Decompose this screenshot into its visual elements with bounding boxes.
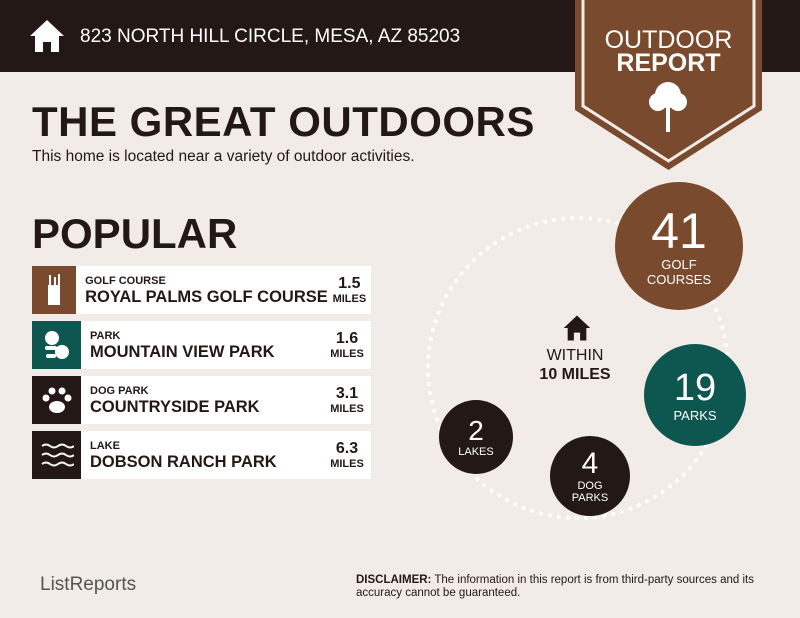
home-icon [30, 20, 64, 52]
golf-bag-icon [32, 266, 77, 314]
popular-list-item: PARK MOUNTAIN VIEW PARK 1.6 MILES [32, 321, 371, 369]
badge-line1: OUTDOOR [604, 26, 733, 54]
within-distance: 10 MILES [539, 366, 611, 383]
item-name: MOUNTAIN VIEW PARK [90, 343, 275, 361]
count-label: PARKS [571, 492, 609, 504]
item-category: LAKE [90, 440, 120, 452]
item-distance: 1.5 [338, 275, 361, 292]
item-category: PARK [90, 330, 121, 342]
item-unit: MILES [332, 293, 367, 305]
popular-list-item: DOG PARK COUNTRYSIDE PARK 3.1 MILES [32, 376, 371, 424]
item-unit: MILES [330, 348, 364, 360]
page-subtitle: This home is located near a variety of o… [32, 148, 415, 165]
count-value: 41 [651, 203, 707, 259]
popular-heading: POPULAR [32, 210, 238, 257]
item-distance: 1.6 [335, 330, 359, 347]
count-circle: 41 GOLF COURSES [615, 182, 743, 310]
item-category: DOG PARK [90, 385, 149, 397]
count-value: 19 [673, 366, 717, 409]
badge-line2: REPORT [616, 49, 721, 77]
park-trees-icon [32, 321, 81, 369]
count-value: 4 [581, 447, 599, 480]
tree-icon [649, 82, 687, 132]
item-name: COUNTRYSIDE PARK [90, 398, 260, 416]
item-name: ROYAL PALMS GOLF COURSE [85, 288, 328, 306]
count-label: GOLF [661, 257, 697, 272]
address: 823 NORTH HILL CIRCLE, MESA, AZ 85203 [80, 26, 461, 47]
outdoor-report-badge [575, 0, 762, 170]
listreports-logo: ListReports [40, 574, 137, 595]
paw-icon [32, 376, 81, 424]
count-label: PARKS [673, 407, 717, 423]
page-title: THE GREAT OUTDOORS [32, 98, 535, 145]
item-distance: 3.1 [335, 385, 359, 402]
disclaimer-label: DISCLAIMER: [356, 574, 432, 586]
count-circle: 19 PARKS [644, 344, 746, 446]
waves-icon [32, 431, 81, 479]
count-value: 2 [468, 415, 484, 446]
count-label: LAKES [458, 446, 494, 458]
popular-list-item: GOLF COURSE ROYAL PALMS GOLF COURSE 1.5 … [32, 266, 371, 314]
popular-list-item: LAKE DOBSON RANCH PARK 6.3 MILES [32, 431, 371, 479]
item-unit: MILES [330, 458, 364, 470]
within-label: WITHIN [546, 347, 604, 364]
item-name: DOBSON RANCH PARK [90, 453, 277, 471]
disclaimer-text: The information in this report is from t… [356, 574, 754, 599]
count-label: DOG [577, 480, 603, 492]
count-label: COURSES [646, 272, 712, 287]
item-category: GOLF COURSE [85, 275, 166, 287]
count-circle: 2 LAKES [439, 400, 513, 474]
item-distance: 6.3 [335, 440, 359, 457]
item-unit: MILES [330, 403, 364, 415]
home-icon [563, 315, 591, 341]
disclaimer: DISCLAIMER: The information in this repo… [356, 574, 776, 600]
count-circle: 4 DOG PARKS [550, 436, 630, 516]
